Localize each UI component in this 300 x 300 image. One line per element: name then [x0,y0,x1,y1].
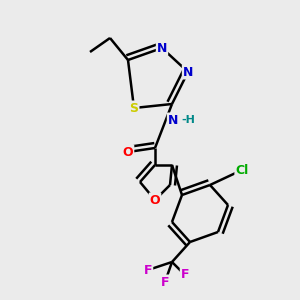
Text: O: O [123,146,133,158]
Text: O: O [150,194,160,206]
Text: S: S [130,101,139,115]
Text: F: F [144,263,152,277]
Text: N: N [183,65,193,79]
Text: F: F [161,275,169,289]
Text: N: N [157,41,167,55]
Text: Cl: Cl [236,164,249,176]
Text: -H: -H [181,115,195,125]
Text: F: F [181,268,189,281]
Text: N: N [168,113,178,127]
